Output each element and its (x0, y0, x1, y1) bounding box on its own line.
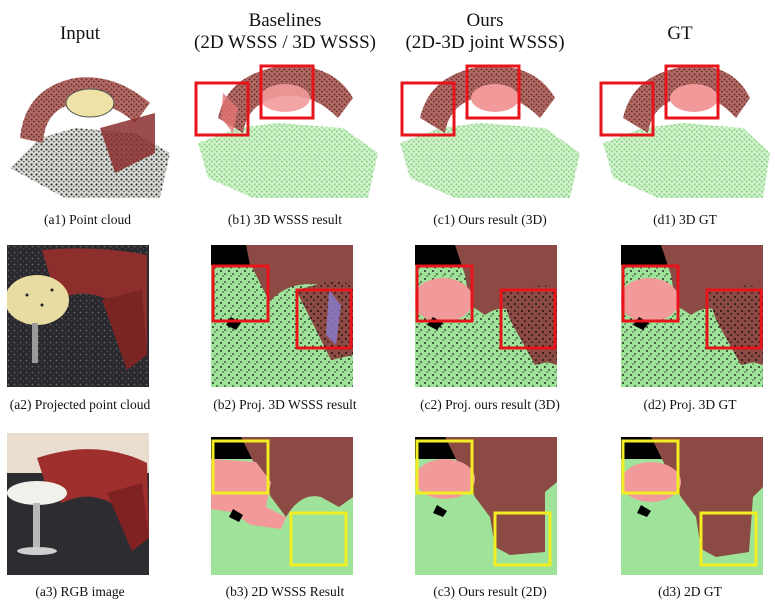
red-box-b2-right (295, 288, 353, 350)
red-box-d2-right (705, 288, 763, 350)
red-box-d1-right (664, 64, 720, 120)
caption-a1: (a1) Point cloud (44, 212, 131, 227)
caption-c3: (c3) Ours result (2D) (433, 584, 547, 599)
header-ours-line1: Ours (466, 10, 504, 31)
caption-d1: (d1) 3D GT (653, 212, 717, 227)
red-box-c1-left (400, 81, 456, 137)
panel-c3-ours-2d (415, 437, 557, 575)
panel-c1-ours-3d (395, 58, 585, 203)
header-gt-text: GT (667, 23, 693, 44)
panel-b1-3d-wsss (193, 58, 383, 203)
caption-b1: (b1) 3D WSSS result (227, 212, 343, 227)
red-box-d1-left (599, 81, 655, 137)
panel-b3-2d-wsss (211, 437, 353, 575)
yellow-box-d3-right (699, 511, 758, 567)
red-box-d2-left (621, 264, 680, 323)
red-box-b1-right (259, 64, 315, 120)
caption-c1: (c1) Ours result (3D) (433, 212, 547, 227)
red-box-b2-left (211, 264, 270, 323)
panel-b2-proj-3d-wsss (211, 245, 353, 387)
caption-a3: (a3) RGB image (35, 584, 125, 599)
header-input: Input (40, 23, 120, 45)
red-box-c2-right (499, 288, 557, 350)
panel-c2-proj-ours-3d (415, 245, 557, 387)
panel-d1-3d-gt (598, 58, 773, 203)
caption-b3: (b3) 2D WSSS Result (225, 584, 345, 599)
caption-b2: (b2) Proj. 3D WSSS result (213, 397, 357, 412)
caption-d3: (d3) 2D GT (658, 584, 722, 599)
caption-c2: (c2) Proj. ours result (3D) (420, 397, 560, 412)
red-box-b1-left (194, 81, 250, 137)
yellow-box-b3-right (289, 511, 348, 567)
header-baselines-line1: Baselines (248, 10, 322, 31)
header-ours: Ours (2D-3D joint WSSS) (385, 10, 585, 54)
caption-a2: (a2) Projected point cloud (9, 397, 151, 412)
caption-d2: (d2) Proj. 3D GT (643, 397, 737, 412)
panel-a1-point-cloud (5, 58, 175, 203)
yellow-box-c3-right (493, 511, 552, 567)
header-baselines-line2: (2D WSSS / 3D WSSS) (194, 32, 376, 53)
red-box-c1-right (465, 64, 521, 120)
panel-a2-projected-point-cloud (7, 245, 149, 387)
panel-d3-2d-gt (621, 437, 763, 575)
yellow-box-c3-left (415, 439, 474, 495)
header-input-text: Input (59, 23, 101, 44)
yellow-box-d3-left (621, 439, 680, 495)
red-box-c2-left (415, 264, 474, 323)
header-baselines: Baselines (2D WSSS / 3D WSSS) (185, 10, 385, 54)
panel-a3-rgb-image (7, 433, 149, 575)
yellow-box-b3-left (211, 439, 270, 495)
header-ours-line2: (2D-3D joint WSSS) (405, 32, 565, 53)
panel-d2-proj-3d-gt (621, 245, 763, 387)
header-gt: GT (640, 23, 720, 45)
